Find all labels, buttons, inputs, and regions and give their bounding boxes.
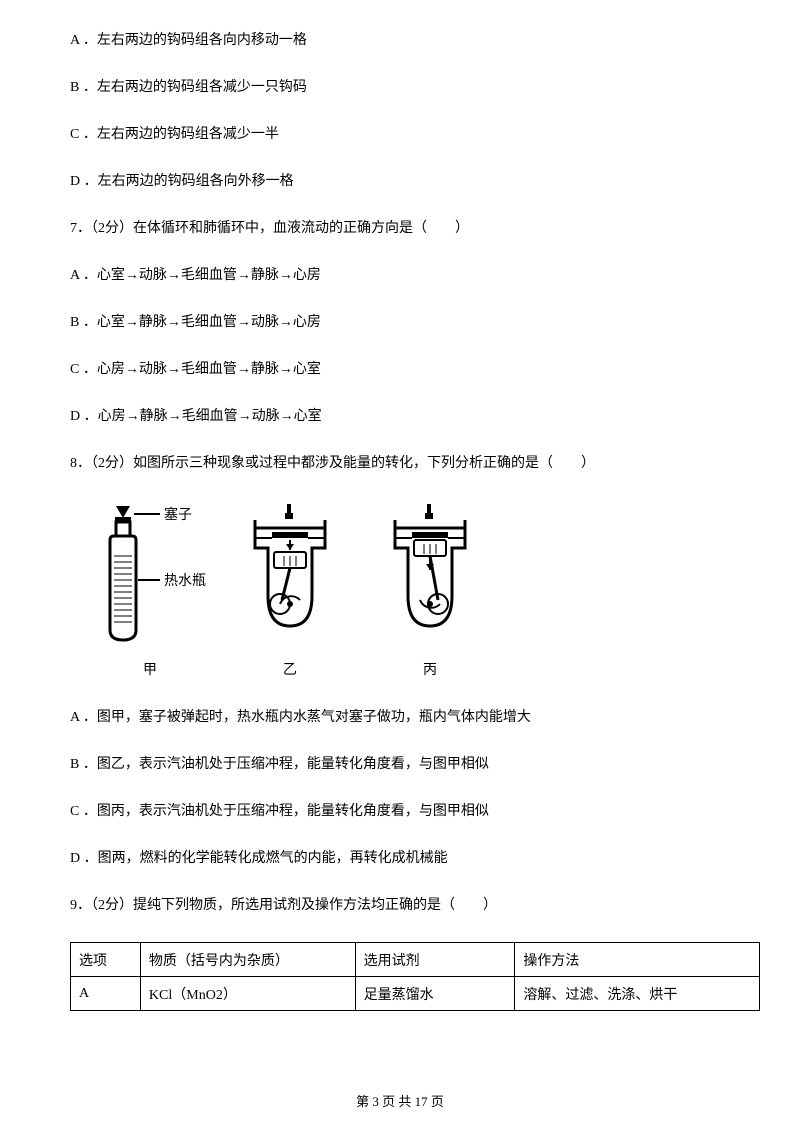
q6-option-b: B ．左右两边的钩码组各减少一只钩码 — [70, 77, 730, 98]
table-cell-a-c4: 溶解、过滤、洗涤、烘干 — [515, 977, 760, 1011]
table-row: 选项 物质（括号内为杂质） 选用试剂 操作方法 — [71, 943, 760, 977]
table-header-c2: 物质（括号内为杂质） — [140, 943, 355, 977]
q7-option-c: C ．心房→动脉→毛细血管→静脉→心室 — [70, 359, 730, 380]
q8-option-c: C ．图丙，表示汽油机处于压缩冲程，能量转化角度看，与图甲相似 — [70, 801, 730, 822]
figure-label-yi: 乙 — [283, 659, 297, 679]
table-cell-a-c3: 足量蒸馏水 — [355, 977, 515, 1011]
label-saizi: 塞子 — [164, 506, 192, 523]
q8-figure-row: 塞子 热水瓶 甲 — [90, 500, 730, 679]
label-reshui: 热水瓶 — [164, 573, 206, 589]
q6-option-c: C ．左右两边的钩码组各减少一半 — [70, 124, 730, 145]
q8-option-d: D ．图两，燃料的化学能转化成燃气的内能，再转化成机械能 — [70, 848, 730, 869]
figure-label-jia: 甲 — [143, 659, 157, 679]
q7-stem: 7．（2分）在体循环和肺循环中，血液流动的正确方向是（ ） — [70, 218, 730, 239]
q9-stem: 9．（2分）提纯下列物质，所选用试剂及操作方法均正确的是（ ） — [70, 895, 730, 916]
q8-stem: 8．（2分）如图所示三种现象或过程中都涉及能量的转化，下列分析正确的是（ ） — [70, 453, 730, 474]
table-cell-a-c1: A — [71, 977, 141, 1011]
figure-bing-icon — [370, 500, 490, 655]
figure-label-bing: 丙 — [423, 659, 437, 679]
table-header-c4: 操作方法 — [515, 943, 760, 977]
q9-table: 选项 物质（括号内为杂质） 选用试剂 操作方法 A KCl（MnO2） 足量蒸馏… — [70, 942, 760, 1011]
figure-jia-icon: 塞子 热水瓶 — [90, 500, 210, 655]
figure-yi-icon — [230, 500, 350, 655]
page-footer: 第 3 页 共 17 页 — [0, 1091, 800, 1110]
q6-option-d: D ．左右两边的钩码组各向外移一格 — [70, 171, 730, 192]
table-cell-a-c2: KCl（MnO2） — [140, 977, 355, 1011]
q8-option-b: B ．图乙，表示汽油机处于压缩冲程，能量转化角度看，与图甲相似 — [70, 754, 730, 775]
table-header-c1: 选项 — [71, 943, 141, 977]
q7-option-a: A ．心室→动脉→毛细血管→静脉→心房 — [70, 265, 730, 286]
q7-option-b: B ．心室→静脉→毛细血管→动脉→心房 — [70, 312, 730, 333]
q7-option-d: D ．心房→静脉→毛细血管→动脉→心室 — [70, 406, 730, 427]
q6-option-a: A ．左右两边的钩码组各向内移动一格 — [70, 30, 730, 51]
table-row: A KCl（MnO2） 足量蒸馏水 溶解、过滤、洗涤、烘干 — [71, 977, 760, 1011]
q8-option-a: A ．图甲，塞子被弹起时，热水瓶内水蒸气对塞子做功，瓶内气体内能增大 — [70, 707, 730, 728]
table-header-c3: 选用试剂 — [355, 943, 515, 977]
